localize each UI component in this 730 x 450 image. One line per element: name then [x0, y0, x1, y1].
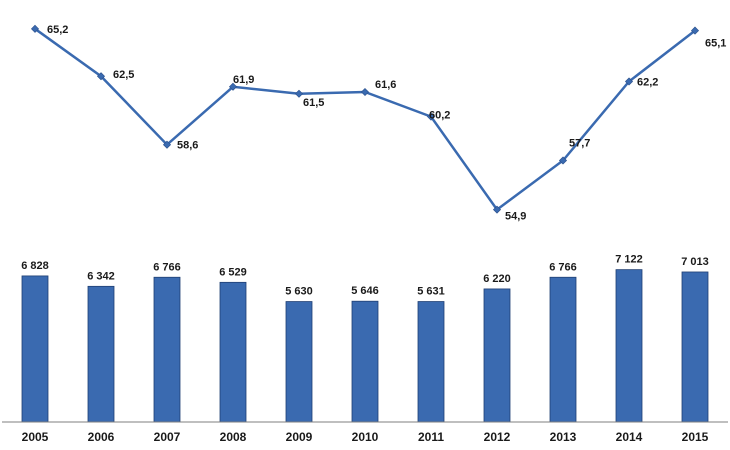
bar-2014: [615, 269, 643, 423]
bar-2013: [549, 276, 577, 423]
x-tick-label-2013: 2013: [550, 430, 577, 444]
line-point-2011: [426, 112, 436, 121]
x-tick-label-2006: 2006: [88, 430, 115, 444]
x-tick-label-2015: 2015: [682, 430, 709, 444]
line-value-label-2015: 65,1: [705, 38, 726, 50]
bar-2010: [351, 300, 379, 423]
line-value-label-2011: 60,2: [429, 110, 450, 122]
line-value-label-2008: 61,9: [233, 74, 254, 86]
bar-2012: [483, 288, 511, 423]
line-value-label-2006: 62,5: [113, 69, 134, 81]
bar-2007: [153, 276, 181, 423]
x-tick-label-2009: 2009: [286, 430, 313, 444]
x-tick-label-2012: 2012: [484, 430, 511, 444]
x-tick-label-2011: 2011: [418, 430, 444, 444]
bar-value-label-2010: 5 646: [351, 285, 379, 297]
line-point-2015: [690, 26, 700, 35]
line-point-2010: [360, 87, 370, 97]
line-value-label-2010: 61,6: [375, 79, 396, 91]
x-tick-label-2008: 2008: [220, 430, 247, 444]
x-tick-label-2005: 2005: [22, 430, 49, 444]
bar-value-label-2008: 6 529: [219, 266, 247, 278]
line-point-2012: [492, 205, 502, 214]
line-value-label-2012: 54,9: [505, 211, 526, 223]
line-point-2005: [30, 24, 40, 33]
line-point-2008: [228, 82, 238, 91]
bar-value-label-2007: 6 766: [153, 261, 181, 273]
line-value-label-2007: 58,6: [177, 140, 198, 152]
bar-2005: [21, 275, 49, 423]
bar-value-label-2015: 7 013: [681, 256, 709, 268]
bar-2009: [285, 301, 313, 423]
x-axis: 2005 2006 2007 2008 2009 2010 2011 2012 2013 2014…: [2, 421, 728, 444]
line-point-2014: [624, 77, 634, 86]
bar-value-label-2009: 5 630: [285, 286, 313, 298]
line-chart: 65,2 62,5 58,6 61,9 61,5 61,6 60,2 54,9 57,7 62,2…: [30, 24, 726, 223]
bar-value-label-2012: 6 220: [483, 273, 511, 285]
bar-2008: [219, 281, 247, 423]
x-tick-label-2014: 2014: [616, 430, 643, 444]
bar-value-label-2006: 6 342: [87, 270, 115, 282]
bar-value-label-2014: 7 122: [615, 254, 643, 266]
bar-2015: [681, 271, 709, 423]
line-series: [34, 27, 696, 212]
bar-2006: [87, 285, 115, 423]
line-point-2013: [558, 156, 568, 165]
bar-value-label-2011: 5 631: [417, 286, 445, 298]
line-point-2006: [96, 72, 106, 81]
line-value-label-2009: 61,5: [303, 97, 324, 109]
line-value-label-2014: 62,2: [637, 76, 658, 88]
x-tick-label-2007: 2007: [154, 430, 181, 444]
bar-2011: [417, 301, 445, 423]
line-value-label-2005: 65,2: [47, 24, 68, 36]
bar-value-label-2005: 6 828: [21, 260, 49, 272]
line-point-2009: [294, 89, 304, 98]
bar-value-label-2013: 6 766: [549, 261, 577, 273]
line-value-label-2013: 57,7: [569, 137, 590, 149]
bar-chart: 6 828 6 342 6 766 6 529 5 630 5 646 5 631 6 220…: [21, 254, 709, 423]
line-point-2007: [162, 140, 172, 149]
x-tick-label-2010: 2010: [352, 430, 379, 444]
